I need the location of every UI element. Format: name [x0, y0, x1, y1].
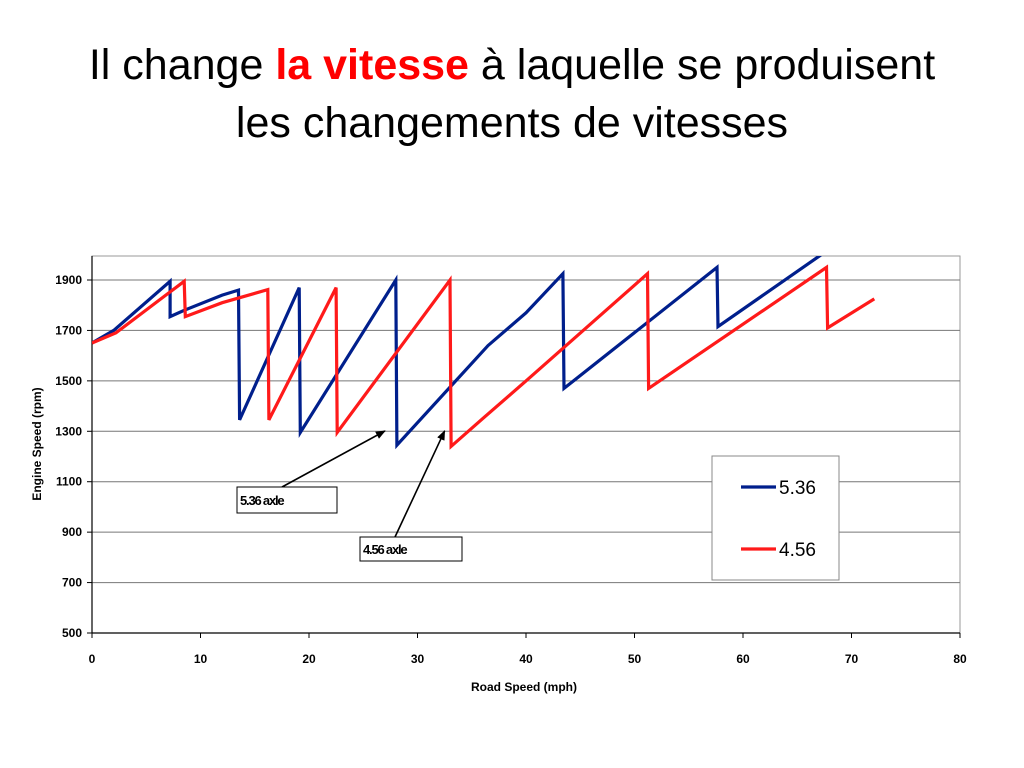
y-axis-title: Engine Speed (rpm)	[30, 387, 44, 500]
x-tick-label: 80	[953, 652, 967, 666]
annotation-box	[359, 536, 463, 562]
series-line-5-36	[92, 256, 823, 450]
title-part-1: Il change	[88, 41, 276, 89]
x-axis-title: Road Speed (mph)	[471, 680, 577, 694]
y-tick-label: 1700	[55, 323, 82, 337]
axis-layer: 500 700 900 1100 1300 1500 1700 1900 0 10 20 30 40 50…	[30, 256, 967, 694]
title-line-2: les changements de vitesses	[235, 99, 789, 147]
y-tick-label: 700	[62, 576, 82, 590]
annotation-box	[236, 486, 338, 514]
annotation-arrow	[394, 430, 446, 538]
x-tick-label: 60	[736, 652, 750, 666]
slide-title: Il change la vitesse à laquelle se produ…	[40, 36, 984, 152]
y-tick-label: 1900	[55, 273, 82, 287]
annotation-layer: 5.36 axle 4.56 axle	[236, 430, 463, 562]
x-tick-label: 0	[89, 652, 96, 666]
annotation-arrow	[281, 430, 386, 488]
series-layer	[92, 256, 876, 450]
legend: 5.36 4.56	[711, 455, 840, 581]
y-tick-label: 500	[62, 626, 82, 640]
annotation-label: 5.36 axle	[240, 493, 284, 508]
title-highlight: la vitesse	[275, 41, 469, 89]
legend-label: 4.56	[779, 540, 816, 561]
x-tick-label: 20	[302, 652, 316, 666]
y-tick-label: 1300	[55, 424, 82, 438]
annotation-label: 4.56 axle	[363, 542, 407, 557]
x-tick-label: 30	[411, 652, 425, 666]
x-tick-label: 50	[628, 652, 642, 666]
x-tick-label: 70	[845, 652, 859, 666]
legend-box	[711, 455, 840, 581]
title-part-2: à laquelle se produisent	[468, 41, 936, 89]
x-tick-label: 40	[519, 652, 533, 666]
series-line-4-56	[92, 264, 876, 450]
x-tick-label: 10	[194, 652, 208, 666]
y-tick-label: 1500	[55, 374, 82, 388]
y-tick-label: 1100	[56, 475, 82, 489]
y-tick-label: 900	[62, 525, 82, 539]
legend-label: 5.36	[779, 478, 816, 499]
